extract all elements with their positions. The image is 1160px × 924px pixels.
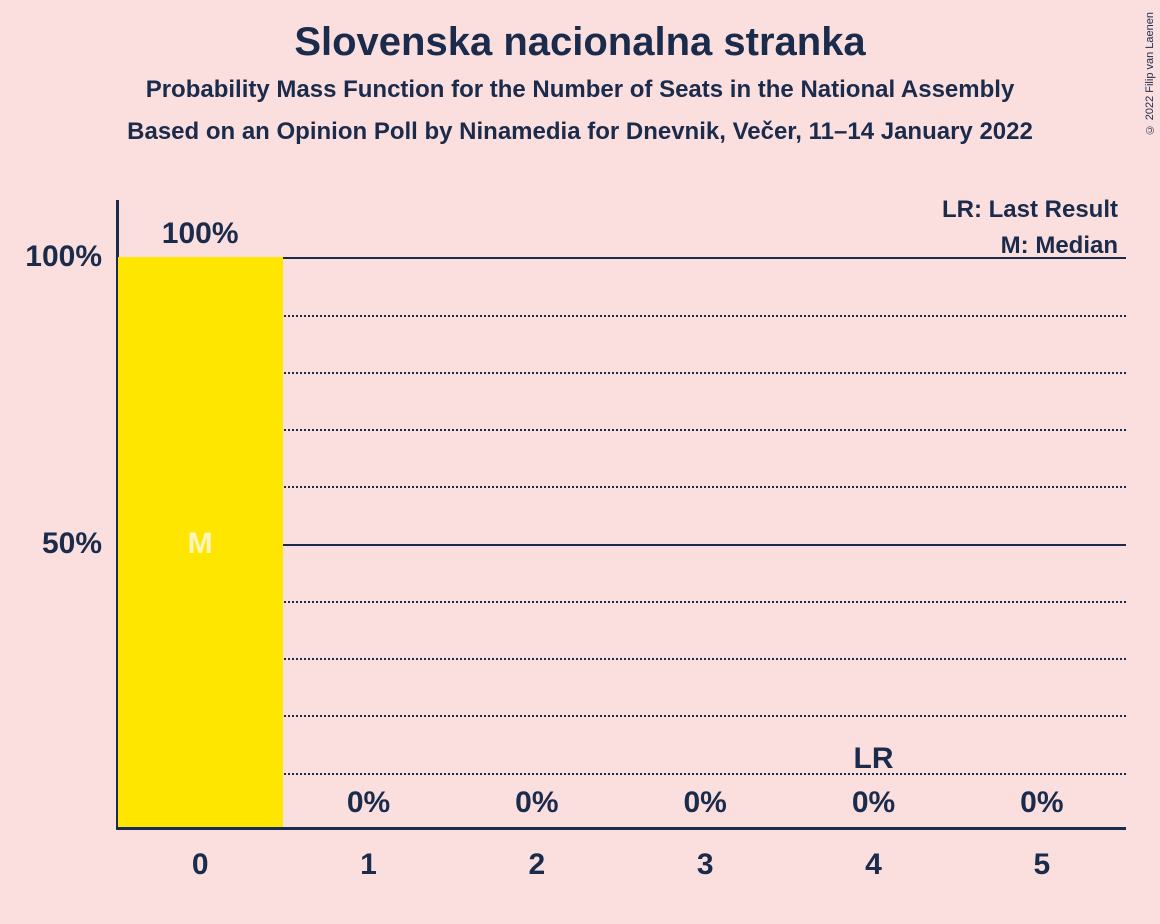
bar-value-label: 0% <box>515 786 558 820</box>
median-marker: M <box>188 527 213 561</box>
chart-subtitle-2: Based on an Opinion Poll by Ninamedia fo… <box>0 118 1160 146</box>
x-axis-label: 3 <box>697 848 714 882</box>
x-axis-label: 1 <box>360 848 377 882</box>
x-axis-line <box>116 827 1126 830</box>
last-result-marker: LR <box>854 742 894 776</box>
x-axis-label: 5 <box>1033 848 1050 882</box>
y-axis-label: 50% <box>42 527 102 561</box>
bar-value-label: 0% <box>683 786 726 820</box>
chart-title: Slovenska nacionalna stranka <box>0 20 1160 65</box>
chart-subtitle-1: Probability Mass Function for the Number… <box>0 76 1160 104</box>
x-axis-label: 4 <box>865 848 882 882</box>
x-axis-label: 2 <box>528 848 545 882</box>
bar-value-label: 100% <box>162 217 239 251</box>
bar-value-label: 0% <box>1020 786 1063 820</box>
legend-lr: LR: Last Result <box>942 196 1118 224</box>
chart-plot-area: 50%100%0100%10%20%30%40%50%MLRLR: Last R… <box>116 200 1126 830</box>
y-axis-label: 100% <box>25 240 102 274</box>
bar-value-label: 0% <box>852 786 895 820</box>
x-axis-label: 0 <box>192 848 209 882</box>
legend-m: M: Median <box>1001 232 1118 260</box>
bar-value-label: 0% <box>347 786 390 820</box>
